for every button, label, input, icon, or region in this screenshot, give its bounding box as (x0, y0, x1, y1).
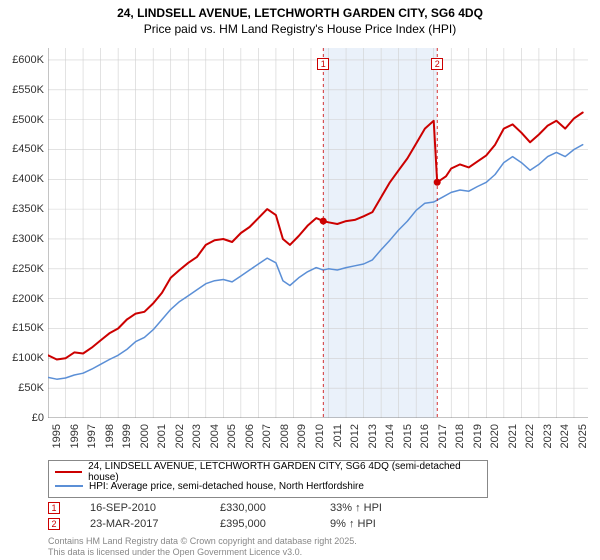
x-tick-label: 2008 (279, 424, 291, 448)
x-tick-label: 2013 (367, 424, 379, 448)
sale-row: 1 16-SEP-2010£330,00033% ↑ HPI (48, 500, 568, 516)
x-tick-label: 1997 (86, 424, 98, 448)
footer: Contains HM Land Registry data © Crown c… (48, 536, 357, 558)
x-axis: 1995 1996 1997 1998 1999 2000 2001 2002 2003 2004… (48, 422, 588, 462)
sale-row: 2 23-MAR-2017£395,0009% ↑ HPI (48, 516, 568, 532)
y-tick-label: £200K (12, 293, 44, 305)
legend-swatch (55, 471, 82, 473)
x-tick-label: 2004 (209, 424, 221, 448)
x-tick-label: 2012 (349, 424, 361, 448)
x-tick-label: 2015 (402, 424, 414, 448)
legend-label: HPI: Average price, semi-detached house,… (89, 481, 364, 492)
y-tick-label: £350K (12, 203, 44, 215)
x-tick-label: 2023 (542, 424, 554, 448)
x-tick-label: 2017 (437, 424, 449, 448)
x-tick-label: 1999 (121, 424, 133, 448)
y-tick-label: £100K (12, 352, 44, 364)
chart-container: 24, LINDSELL AVENUE, LETCHWORTH GARDEN C… (0, 0, 600, 560)
x-tick-label: 2016 (419, 424, 431, 448)
legend-item: 24, LINDSELL AVENUE, LETCHWORTH GARDEN C… (55, 465, 481, 479)
y-axis: £0£50K£100K£150K£200K£250K£300K£350K£400… (0, 48, 46, 418)
y-tick-label: £300K (12, 233, 44, 245)
sale-date: 16-SEP-2010 (90, 502, 220, 514)
sale-date: 23-MAR-2017 (90, 518, 220, 530)
chart-svg (48, 48, 588, 418)
x-tick-label: 2009 (296, 424, 308, 448)
x-tick-label: 2025 (577, 424, 589, 448)
callout-marker: 1 (317, 58, 329, 70)
x-tick-label: 2014 (384, 424, 396, 448)
y-tick-label: £400K (12, 173, 44, 185)
x-tick-label: 2006 (244, 424, 256, 448)
x-tick-label: 2001 (156, 424, 168, 448)
x-tick-label: 2005 (226, 424, 238, 448)
footer-line2: This data is licensed under the Open Gov… (48, 547, 357, 558)
footer-line1: Contains HM Land Registry data © Crown c… (48, 536, 357, 547)
y-tick-label: £550K (12, 84, 44, 96)
x-tick-label: 2019 (472, 424, 484, 448)
y-tick-label: £600K (12, 54, 44, 66)
x-tick-label: 1996 (69, 424, 81, 448)
callout-marker: 2 (431, 58, 443, 70)
sale-pct: 33% ↑ HPI (330, 502, 430, 514)
x-tick-label: 2022 (524, 424, 536, 448)
sale-marker-icon: 2 (48, 518, 60, 530)
chart-title-line2: Price paid vs. HM Land Registry's House … (0, 22, 600, 38)
x-tick-label: 1998 (104, 424, 116, 448)
y-tick-label: £0 (32, 412, 44, 424)
y-tick-label: £250K (12, 263, 44, 275)
x-tick-label: 2018 (454, 424, 466, 448)
x-tick-label: 2007 (261, 424, 273, 448)
sale-price: £395,000 (220, 518, 330, 530)
chart-title-line1: 24, LINDSELL AVENUE, LETCHWORTH GARDEN C… (0, 0, 600, 22)
sale-pct: 9% ↑ HPI (330, 518, 430, 530)
sale-price: £330,000 (220, 502, 330, 514)
legend: 24, LINDSELL AVENUE, LETCHWORTH GARDEN C… (48, 460, 488, 498)
y-tick-label: £450K (12, 143, 44, 155)
x-tick-label: 2011 (332, 424, 344, 448)
x-tick-label: 2024 (559, 424, 571, 448)
sales-table: 1 16-SEP-2010£330,00033% ↑ HPI 2 23-MAR-201… (48, 500, 568, 532)
legend-swatch (55, 485, 83, 487)
sale-marker-icon: 1 (48, 502, 60, 514)
y-tick-label: £150K (12, 322, 44, 334)
x-tick-label: 1995 (51, 424, 63, 448)
plot-area: 12 (48, 48, 588, 418)
x-tick-label: 2002 (174, 424, 186, 448)
x-tick-label: 2021 (507, 424, 519, 448)
x-tick-label: 2010 (314, 424, 326, 448)
y-tick-label: £500K (12, 114, 44, 126)
x-tick-label: 2020 (489, 424, 501, 448)
y-tick-label: £50K (18, 382, 44, 394)
x-tick-label: 2003 (191, 424, 203, 448)
x-tick-label: 2000 (139, 424, 151, 448)
